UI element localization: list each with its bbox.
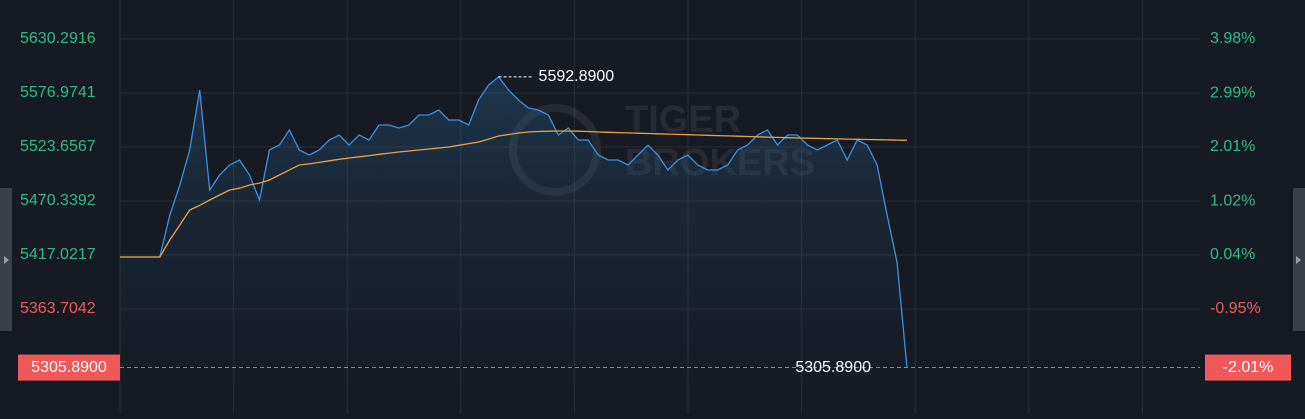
price-line (120, 75, 908, 368)
y2-tick-label: 3.98% (1210, 30, 1255, 47)
y-tick-label: 5630.2916 (20, 30, 96, 47)
area (120, 76, 907, 415)
y-tick-label: 5470.3392 (20, 192, 96, 209)
current-price-label: 5305.8900 (31, 359, 107, 376)
left-handle-arrow (4, 256, 9, 264)
average-line (120, 130, 908, 258)
y-tick-label: 5576.9741 (20, 84, 96, 101)
y2-tick-label: 0.04% (1210, 246, 1255, 263)
y-tick-label: 5417.0217 (20, 246, 96, 263)
high-label: 5592.8900 (539, 68, 615, 85)
current-price-box (18, 354, 120, 381)
y2-tick-label: -0.95% (1210, 300, 1261, 317)
current-change-label: -2.01% (1223, 359, 1274, 376)
right-handle-arrow (1296, 256, 1301, 264)
y2-tick-label: 2.99% (1210, 84, 1255, 101)
y2-tick-label: 1.02% (1210, 192, 1255, 209)
y-tick-label: 5363.7042 (20, 300, 96, 317)
y-tick-label: 5523.6567 (20, 138, 96, 155)
current-change-box (1205, 354, 1291, 381)
current-price-text: 5305.8900 (795, 359, 871, 376)
y2-tick-label: 2.01% (1210, 138, 1255, 155)
